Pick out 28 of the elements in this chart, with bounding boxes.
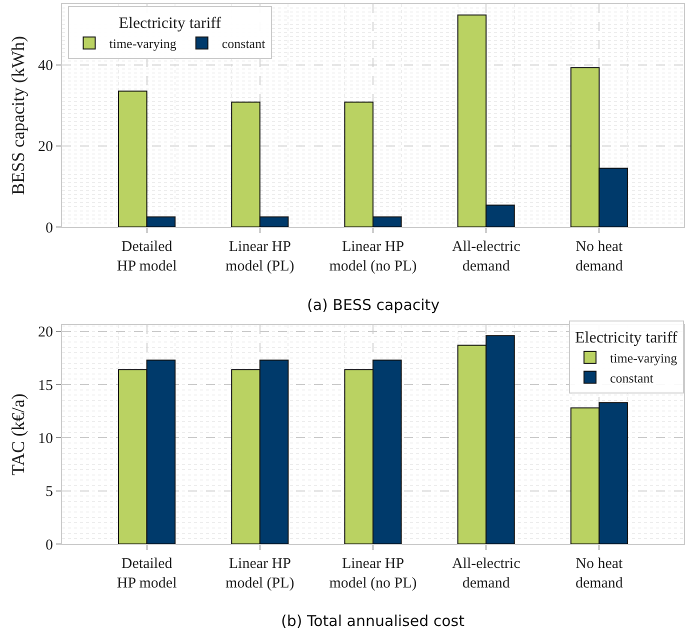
x-tick-label: Linear HP model (no PL)	[329, 239, 417, 274]
x-tick-label: No heat demand	[575, 239, 624, 274]
x-tick-label: Detailed HP model	[116, 239, 177, 274]
legend-title: Electricity tariff	[575, 329, 678, 346]
legend-label: constant	[222, 36, 266, 52]
x-tick-label: Linear HP model (no PL)	[329, 556, 417, 592]
y-tick-label: 20	[38, 139, 53, 156]
x-tick-label: No heat demand	[575, 556, 624, 592]
y-axis-title: BESS capacity (kWh)	[8, 36, 28, 195]
y-tick-label: 10	[38, 430, 53, 447]
legend-label: constant	[610, 370, 654, 386]
y-tick-label: 20	[38, 324, 53, 341]
text: (b) Total annualised cost	[281, 612, 465, 630]
y-tick-label: 0	[46, 537, 53, 554]
legend-label: time-varying	[109, 36, 177, 52]
legend-label: time-varying	[610, 350, 678, 366]
y-tick-label: 5	[46, 484, 53, 500]
x-tick-label: Detailed HP model	[116, 556, 177, 592]
y-tick-label: 15	[38, 378, 53, 394]
y-axis-title: TAC (k€/a)	[8, 393, 28, 476]
legend-title: Electricity tariff	[118, 15, 222, 32]
x-tick-label: Linear HP model (PL)	[226, 556, 294, 592]
x-tick-label: All-electric demand	[452, 239, 521, 274]
text: (a) BESS capacity	[307, 296, 440, 314]
x-tick-label: Linear HP model (PL)	[226, 239, 294, 274]
y-tick-label: 0	[46, 220, 53, 236]
y-tick-label: 40	[38, 58, 53, 74]
x-tick-label: All-electric demand	[452, 556, 521, 592]
